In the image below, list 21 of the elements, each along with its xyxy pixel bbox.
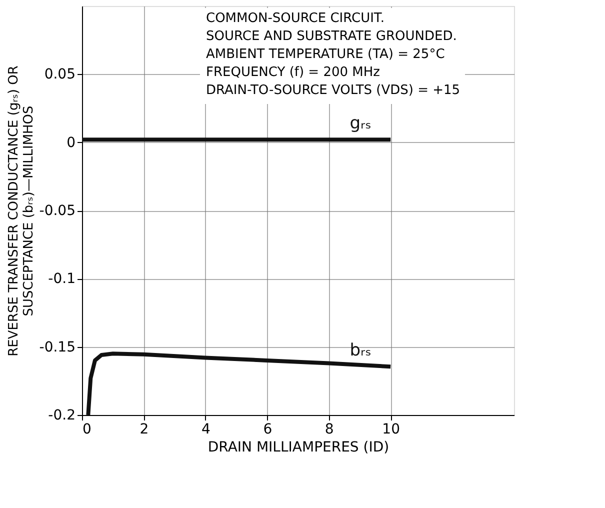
series-label: gᵣₛ — [350, 114, 372, 134]
y-axis-title: REVERSE TRANSFER CONDUCTANCE (gᵣₛ) OR SUSCEPTANCE (bᵣₛ)—MILLIMHOS — [6, 66, 36, 356]
y-tick-label: 0.05 — [44, 66, 76, 83]
annotation: COMMON-SOURCE CIRCUIT. — [206, 11, 384, 26]
x-tick-label: 8 — [324, 422, 334, 438]
y-tick-label: -0.1 — [48, 271, 76, 288]
x-axis-title: DRAIN MILLIAMPERES (ID) — [208, 440, 390, 456]
y-tick-label: -0.05 — [39, 203, 76, 219]
series-label: bᵣₛ — [350, 340, 372, 361]
x-tick-label: 4 — [201, 422, 210, 438]
x-tick-label: 0 — [82, 422, 92, 438]
y-tick-label: -0.2 — [48, 408, 76, 424]
annotation: SOURCE AND SUBSTRATE GROUNDED. — [206, 29, 457, 44]
annotation: FREQUENCY (f) = 200 MHz — [206, 65, 380, 80]
x-tick-label: 10 — [382, 422, 400, 438]
y-tick-label: -0.15 — [39, 339, 76, 356]
annotation: DRAIN-TO-SOURCE VOLTS (VDS) = +15 — [206, 83, 460, 98]
x-tick-label: 2 — [140, 422, 149, 438]
y-tick-label: 0 — [66, 134, 76, 151]
annotation: AMBIENT TEMPERATURE (TA) = 25°C — [206, 47, 445, 62]
x-tick-label: 6 — [263, 422, 272, 438]
